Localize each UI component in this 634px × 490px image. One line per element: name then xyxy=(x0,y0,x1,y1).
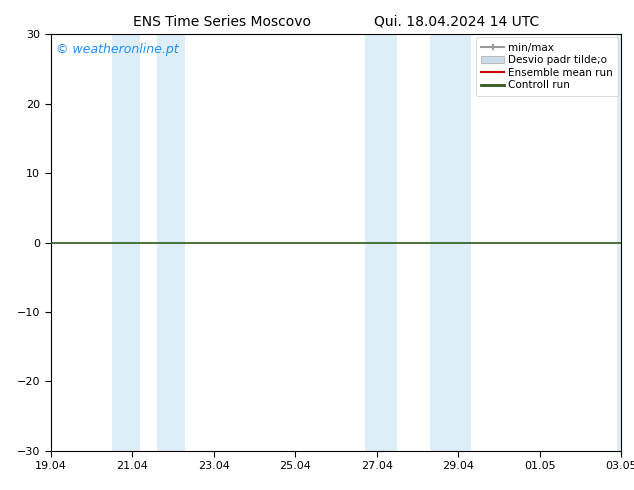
Bar xyxy=(112,34,140,451)
Text: ENS Time Series Moscovo: ENS Time Series Moscovo xyxy=(133,15,311,29)
Bar xyxy=(157,34,185,451)
Text: © weatheronline.pt: © weatheronline.pt xyxy=(56,43,179,56)
Bar xyxy=(365,34,397,451)
Text: Qui. 18.04.2024 14 UTC: Qui. 18.04.2024 14 UTC xyxy=(374,15,539,29)
Bar xyxy=(618,34,621,451)
Legend: min/max, Desvio padr tilde;o, Ensemble mean run, Controll run: min/max, Desvio padr tilde;o, Ensemble m… xyxy=(476,37,618,96)
Bar xyxy=(430,34,470,451)
